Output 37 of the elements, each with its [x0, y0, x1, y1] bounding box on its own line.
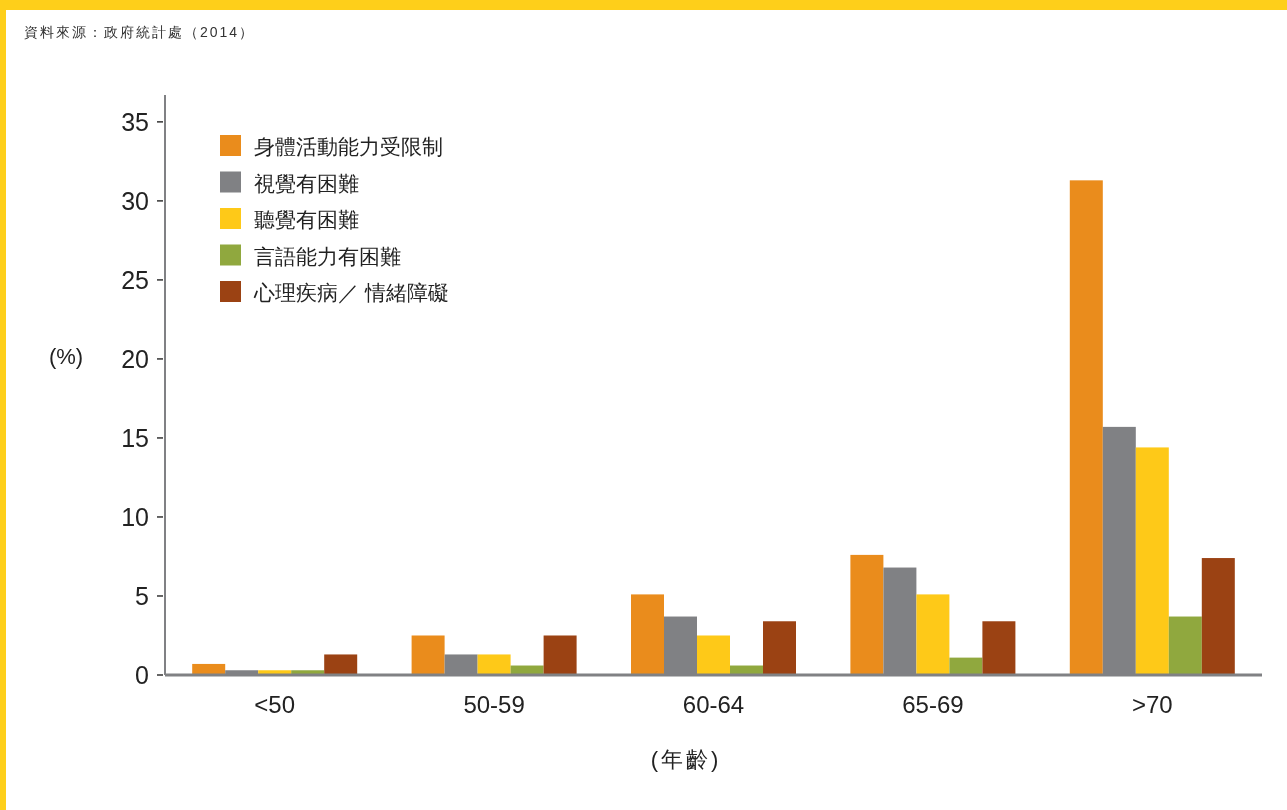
bar: [916, 594, 950, 675]
x-tick-label: 65-69: [902, 691, 964, 718]
x-tick-label: 60-64: [682, 691, 745, 718]
bar: [477, 654, 511, 675]
legend-label: 身體活動能力受限制: [254, 135, 443, 158]
y-tick-label: 0: [135, 661, 149, 689]
bar: [631, 594, 664, 675]
y-tick-label: 20: [121, 344, 149, 373]
y-tick-label: 25: [121, 265, 149, 294]
bar: [763, 621, 796, 675]
y-tick-label: 15: [121, 423, 149, 452]
y-tick-label: 5: [135, 581, 149, 610]
bar: [1069, 180, 1103, 675]
bar: [543, 635, 577, 675]
bar: [949, 657, 983, 675]
x-axis-title: (年齡): [650, 747, 722, 772]
bar: [192, 663, 226, 675]
legend-label: 心理疾病／ 情緒障礙: [253, 281, 449, 304]
y-tick-label: 35: [121, 107, 149, 136]
bar: [1135, 447, 1169, 675]
y-axis-title: (%): [48, 344, 84, 369]
y-tick-label: 10: [121, 502, 149, 531]
bar: [697, 635, 730, 675]
bar: [411, 635, 445, 675]
x-tick-label: >70: [1131, 691, 1173, 718]
bar: [1168, 616, 1202, 675]
bar: [324, 654, 358, 675]
y-tick-label: 30: [121, 186, 149, 215]
source-note: 資料來源：政府統計處（2014）: [24, 24, 256, 40]
bar: [982, 621, 1016, 675]
bar: [850, 554, 884, 675]
legend-label: 視覺有困難: [254, 171, 359, 195]
x-tick-label: 50-59: [463, 691, 525, 718]
legend-label: 聽覺有困難: [254, 208, 359, 231]
x-tick-label: <50: [254, 691, 296, 718]
bar: [1201, 558, 1235, 675]
legend-label: 言語能力有困難: [254, 244, 401, 268]
